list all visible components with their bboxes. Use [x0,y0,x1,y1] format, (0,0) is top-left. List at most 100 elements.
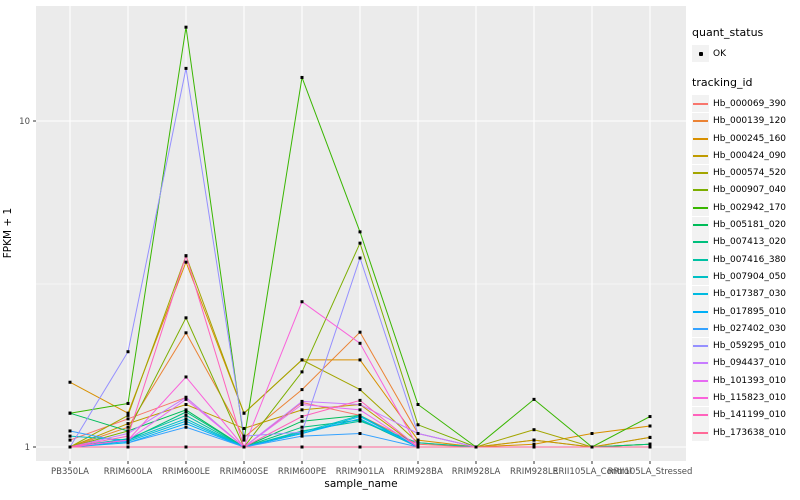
data-point [184,422,188,426]
data-point [300,403,304,407]
legend-item-Hb_007904_050[interactable]: Hb_007904_050 [692,268,798,286]
data-point [648,415,652,419]
legend-item-Hb_141199_010[interactable]: Hb_141199_010 [692,406,798,424]
quant-status-legend: quant_status OK [692,26,798,63]
data-point [184,413,188,417]
data-point [68,380,72,384]
line-swatch-icon [692,372,709,390]
y-tick-label: 1 [25,443,30,453]
legend-item-ok[interactable]: OK [692,45,798,63]
data-point [358,388,362,392]
line-swatch-icon [692,303,709,320]
legend-item-label: Hb_000574_520 [713,168,787,179]
data-point [184,419,188,423]
data-point [300,415,304,419]
legend-item-Hb_115823_010[interactable]: Hb_115823_010 [692,389,798,407]
legend-item-Hb_000245_160[interactable]: Hb_000245_160 [692,130,798,148]
data-point [300,425,304,429]
data-point [242,445,246,449]
line-swatch-icon [692,112,709,130]
data-point [300,399,304,403]
data-point [68,411,72,415]
data-point [184,410,188,414]
data-point [184,403,188,407]
line-swatch-icon [692,251,709,269]
legend-item-Hb_000574_520[interactable]: Hb_000574_520 [692,164,798,182]
data-point [358,419,362,423]
data-point [126,401,130,405]
data-point [126,441,130,445]
data-point [184,417,188,421]
legend-item-Hb_002942_170[interactable]: Hb_002942_170 [692,199,798,217]
data-point [184,395,188,399]
data-point [184,408,188,412]
line-swatch-icon [692,216,709,234]
data-point [358,256,362,260]
x-tick-label: RRII105LA_Control [553,467,632,477]
line-swatch-icon [692,424,709,442]
data-point [184,331,188,335]
legend-item-Hb_007413_020[interactable]: Hb_007413_020 [692,233,798,251]
legend-item-label: Hb_007413_020 [713,237,787,248]
data-point [590,445,594,449]
data-point [300,75,304,79]
line-swatch-icon [692,406,709,424]
legend-item-Hb_017387_030[interactable]: Hb_017387_030 [692,285,798,303]
legend-item-Hb_101393_010[interactable]: Hb_101393_010 [692,372,798,390]
x-tick-label: PB350LA [51,467,89,477]
data-point [532,397,536,401]
legend-item-Hb_094437_010[interactable]: Hb_094437_010 [692,354,798,372]
data-point [242,426,246,430]
legend-item-Hb_059295_010[interactable]: Hb_059295_010 [692,337,798,355]
legend-item-Hb_000069_390[interactable]: Hb_000069_390 [692,95,798,113]
legend-item-Hb_017895_010[interactable]: Hb_017895_010 [692,303,798,320]
data-point [300,434,304,438]
legend-item-Hb_007416_380[interactable]: Hb_007416_380 [692,251,798,269]
data-point [68,429,72,433]
legend-item-label: Hb_141199_010 [713,410,787,421]
data-point [358,241,362,245]
x-tick-label: RRIM600SE [220,467,269,477]
data-point [184,316,188,320]
quant-status-legend-title: quant_status [692,26,764,39]
line-swatch-icon [692,199,709,217]
data-point [358,417,362,421]
data-point [358,445,362,449]
data-point [358,230,362,234]
data-point [184,445,188,449]
data-point [126,422,130,426]
legend-item-label: Hb_059295_010 [713,341,787,352]
tracking-id-entries: Hb_000069_390 Hb_000139_120 Hb_000245_160 H… [692,95,798,442]
data-point [184,254,188,258]
data-point [474,445,478,449]
line-swatch-icon [692,95,709,113]
data-point [416,423,420,427]
data-point [300,430,304,434]
data-point [416,403,420,407]
line-swatch-icon [692,337,709,355]
legend-item-Hb_173638_010[interactable]: Hb_173638_010 [692,424,798,442]
x-tick-label: RRIM928LA [452,467,501,477]
data-point [416,438,420,442]
data-point [126,432,130,436]
data-point [358,432,362,436]
legend-item-Hb_027402_030[interactable]: Hb_027402_030 [692,320,798,338]
data-point [126,445,130,449]
legend-item-Hb_000139_120[interactable]: Hb_000139_120 [692,112,798,130]
legend-item-label: Hb_173638_010 [713,427,787,438]
data-point [300,300,304,304]
legend-item-Hb_000424_090[interactable]: Hb_000424_090 [692,147,798,165]
data-point [126,350,130,354]
data-point [300,408,304,412]
data-point [532,428,536,432]
data-point [648,424,652,428]
legend-item-Hb_000907_040[interactable]: Hb_000907_040 [692,181,798,199]
x-tick-label: RRIM928BA [393,467,443,477]
y-tick-label: 10 [19,117,30,127]
data-point [300,388,304,392]
tracking-id-legend: tracking_id Hb_000069_390 Hb_000139_120 Hb… [692,76,798,442]
x-tick-label: RRII105LA_Stressed [608,467,693,477]
legend-item-Hb_005181_020[interactable]: Hb_005181_020 [692,216,798,234]
